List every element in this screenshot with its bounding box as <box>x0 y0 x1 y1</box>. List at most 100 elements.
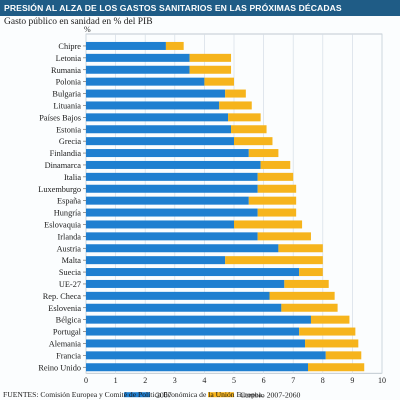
bar-2007 <box>86 303 282 312</box>
x-tick-label: 10 <box>378 376 386 385</box>
legend-swatch <box>124 392 150 398</box>
legend-label: 2007 <box>156 391 172 400</box>
bar-cambio <box>305 339 359 348</box>
bar-cambio <box>219 101 252 110</box>
bar-cambio <box>248 149 279 158</box>
bar-2007 <box>86 89 226 98</box>
x-tick-label: 6 <box>262 376 266 385</box>
bar-2007 <box>86 291 270 300</box>
category-label: Rumania <box>51 66 81 75</box>
category-label: Estonia <box>56 125 81 134</box>
category-label: Dinamarca <box>45 161 82 170</box>
x-tick-label: 8 <box>321 376 325 385</box>
bar-cambio <box>269 291 335 300</box>
x-tick-label: 7 <box>291 376 295 385</box>
bar-2007 <box>86 65 190 74</box>
category-label: Bulgaria <box>52 90 81 99</box>
x-tick-label: 3 <box>173 376 177 385</box>
bar-2007 <box>86 113 229 122</box>
bar-2007 <box>86 41 166 50</box>
category-label: Italia <box>64 173 81 182</box>
bar-2007 <box>86 327 300 336</box>
x-tick-label: 9 <box>350 376 354 385</box>
bar-cambio <box>281 303 338 312</box>
category-label: Austria <box>57 244 82 253</box>
bar-2007 <box>86 149 249 158</box>
bar-cambio <box>284 279 329 288</box>
x-tick-label: 0 <box>84 376 88 385</box>
bar-2007 <box>86 339 306 348</box>
bar-cambio <box>278 244 323 253</box>
y-axis-label: % <box>84 25 91 34</box>
bar-2007 <box>86 160 261 169</box>
bar-cambio <box>228 113 261 122</box>
bar-cambio <box>234 220 303 229</box>
bar-cambio <box>260 160 291 169</box>
category-label: Portugal <box>53 328 82 337</box>
category-label: Irlanda <box>58 232 82 241</box>
sources-note: FUENTES: Comisión Europea y Comité de Po… <box>3 390 264 399</box>
bar-2007 <box>86 351 326 360</box>
bar-2007 <box>86 101 220 110</box>
bar-2007 <box>86 77 205 86</box>
bar-cambio <box>308 363 365 372</box>
bar-cambio <box>204 77 234 86</box>
bar-cambio <box>310 315 350 324</box>
bar-2007 <box>86 220 234 229</box>
category-label: Luxemburgo <box>38 185 81 194</box>
bar-cambio <box>165 41 184 50</box>
legend-swatch <box>208 392 234 398</box>
bar-2007 <box>86 268 300 277</box>
category-label: Eslovenia <box>48 304 81 313</box>
x-tick-label: 4 <box>202 376 206 385</box>
category-label: Letonia <box>56 54 82 63</box>
x-tick-label: 2 <box>143 376 147 385</box>
category-label: Reino Unido <box>38 363 81 372</box>
category-label: Malta <box>62 256 82 265</box>
category-label: Francia <box>56 351 81 360</box>
bar-cambio <box>325 351 362 360</box>
category-label: Finlandia <box>50 149 82 158</box>
bar-cambio <box>257 172 294 181</box>
x-tick-label: 5 <box>232 376 236 385</box>
bar-2007 <box>86 184 258 193</box>
bar-cambio <box>225 256 323 265</box>
category-label: UE-27 <box>59 280 81 289</box>
chart-subtitle: Gasto público en sanidad en % del PIB <box>4 17 153 27</box>
bar-2007 <box>86 232 258 241</box>
bar-cambio <box>189 53 232 62</box>
category-label: Bélgica <box>56 316 82 325</box>
bar-cambio <box>257 184 297 193</box>
bar-cambio <box>257 208 297 217</box>
category-label: Polonia <box>56 78 82 87</box>
bar-cambio <box>234 137 273 146</box>
category-label: Alemania <box>49 339 82 348</box>
category-label: Grecia <box>59 137 81 146</box>
bar-2007 <box>86 279 285 288</box>
bar-cambio <box>225 89 246 98</box>
chart-title: PRESIÓN AL ALZA DE LOS GASTOS SANITARIOS… <box>0 0 400 16</box>
legend-label: Cambio 2007-2060 <box>240 391 301 400</box>
category-label: Suecia <box>59 268 81 277</box>
category-label: España <box>57 197 81 206</box>
bar-cambio <box>299 268 323 277</box>
bar-cambio <box>299 327 356 336</box>
bar-2007 <box>86 172 258 181</box>
bar-2007 <box>86 244 279 253</box>
bar-2007 <box>86 363 308 372</box>
x-tick-label: 1 <box>114 376 118 385</box>
category-label: Rep. Checa <box>43 292 82 301</box>
category-label: Eslovaquia <box>44 220 81 229</box>
category-label: Países Bajos <box>39 113 81 122</box>
bar-2007 <box>86 256 226 265</box>
bar-cambio <box>189 65 232 74</box>
bar-2007 <box>86 196 249 205</box>
category-label: Chipre <box>58 42 81 51</box>
bar-2007 <box>86 53 190 62</box>
bar-2007 <box>86 208 258 217</box>
category-label: Lituania <box>53 101 81 110</box>
bar-cambio <box>257 232 311 241</box>
bar-cambio <box>231 125 267 134</box>
bar-2007 <box>86 137 234 146</box>
